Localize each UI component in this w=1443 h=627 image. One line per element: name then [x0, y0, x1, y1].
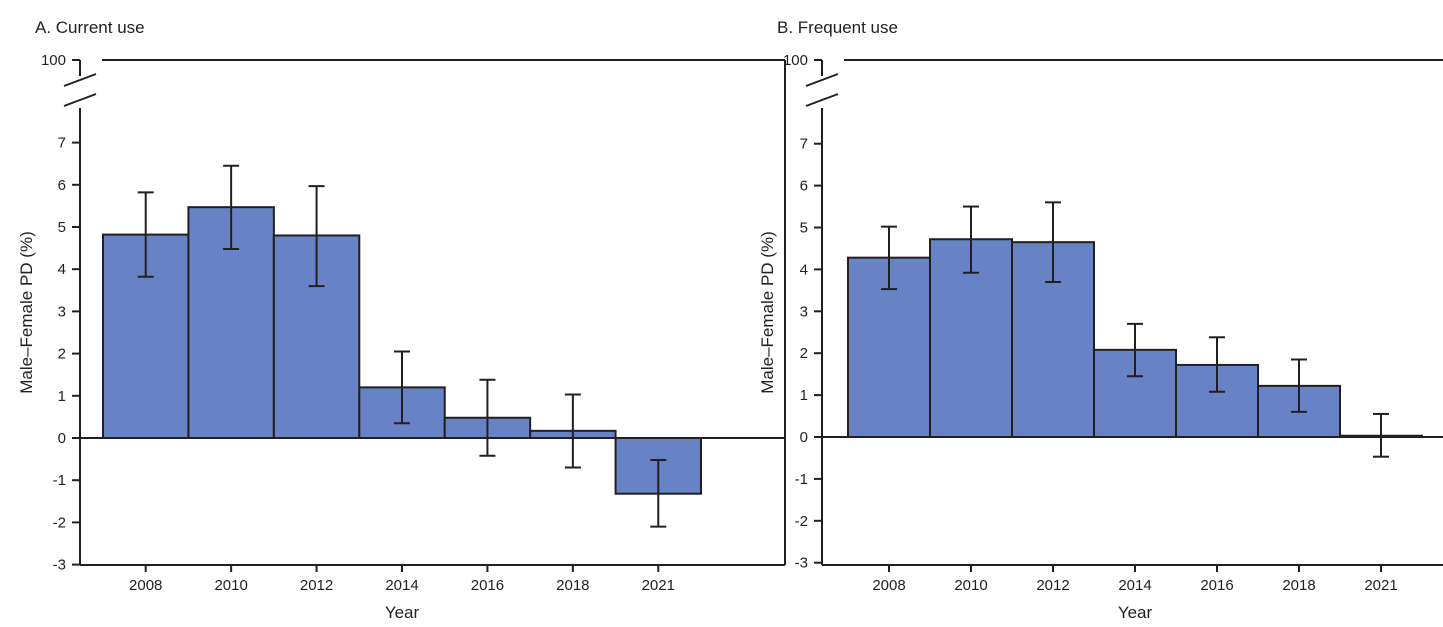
chart-title: B. Frequent use	[777, 18, 898, 37]
error-bar	[1209, 336, 1225, 393]
y-tick-label: 1	[58, 388, 66, 405]
y-tick-label: -3	[795, 555, 808, 572]
y-tick-label: 2	[800, 345, 808, 362]
error-bar	[308, 185, 325, 288]
x-tick-label: 2016	[1200, 577, 1233, 594]
axis-break-mark	[63, 73, 97, 87]
x-tick-label: 2012	[300, 577, 333, 594]
y-tick-label: 4	[58, 261, 66, 278]
y-axis-label: Male–Female PD (%)	[758, 231, 777, 394]
x-tick-label: 2008	[129, 577, 162, 594]
y-tick-label: 6	[58, 177, 66, 194]
y-tick-label: 3	[800, 303, 808, 320]
y-tick-label: 7	[58, 135, 66, 152]
y-axis-label: Male–Female PD (%)	[17, 231, 36, 394]
y-tick-label: 0	[800, 429, 808, 446]
error-bar	[394, 350, 410, 425]
error-bar	[479, 378, 496, 457]
error-bar	[1291, 358, 1307, 413]
y-tick-label: 6	[800, 178, 808, 195]
y-tick-label: -1	[795, 471, 808, 488]
x-axis-label: Year	[1118, 603, 1153, 622]
x-tick-label: 2014	[1118, 577, 1151, 594]
chart-panel-a: A. Current use -3 -2 -1 0 1 2 3 4 5 6 7 100 2008 2010 2…	[17, 18, 786, 622]
error-bar	[137, 191, 154, 278]
chart-panel-b: B. Frequent use -3 -2 -1 0 1 2 3 4 5 6 7 100 2008 2010…	[758, 18, 1443, 622]
x-tick-label: 2014	[385, 577, 418, 594]
error-bar	[1373, 412, 1389, 458]
x-axis-label: Year	[385, 603, 420, 622]
error-bar	[223, 164, 240, 250]
y-tick-label: -2	[53, 514, 66, 531]
x-tick-label: 2010	[954, 577, 987, 594]
y-tick-label: -1	[53, 472, 66, 489]
y-tick-label: 2	[58, 346, 66, 363]
y-tick-label: 1	[800, 387, 808, 404]
error-bar	[650, 458, 667, 528]
x-tick-label: 2010	[214, 577, 247, 594]
y-tick-label: 0	[58, 430, 66, 447]
y-tick-label: 5	[58, 219, 66, 236]
axis-break-mark	[805, 73, 839, 87]
x-tick-label: 2018	[1282, 577, 1315, 594]
x-tick-label: 2016	[471, 577, 504, 594]
y-tick-label: 100	[783, 52, 808, 69]
error-bar	[881, 225, 897, 291]
y-tick-label: 100	[41, 52, 66, 69]
x-tick-label: 2008	[872, 577, 905, 594]
y-tick-label: -3	[53, 557, 66, 574]
y-tick-label: 3	[58, 303, 66, 320]
error-bar	[1045, 201, 1061, 283]
axis-break-mark	[63, 93, 97, 107]
axis-break-mark	[805, 93, 839, 107]
chart-title: A. Current use	[35, 18, 145, 37]
x-tick-label: 2018	[556, 577, 589, 594]
y-tick-label: 5	[800, 220, 808, 237]
y-tick-label: 7	[800, 136, 808, 153]
y-tick-label: 4	[800, 261, 808, 278]
error-bar	[564, 393, 581, 469]
x-tick-label: 2012	[1036, 577, 1069, 594]
error-bar	[1127, 322, 1143, 378]
x-tick-label: 2021	[1364, 577, 1397, 594]
x-tick-label: 2021	[642, 577, 675, 594]
y-tick-label: -2	[795, 513, 808, 530]
error-bar	[963, 205, 979, 274]
